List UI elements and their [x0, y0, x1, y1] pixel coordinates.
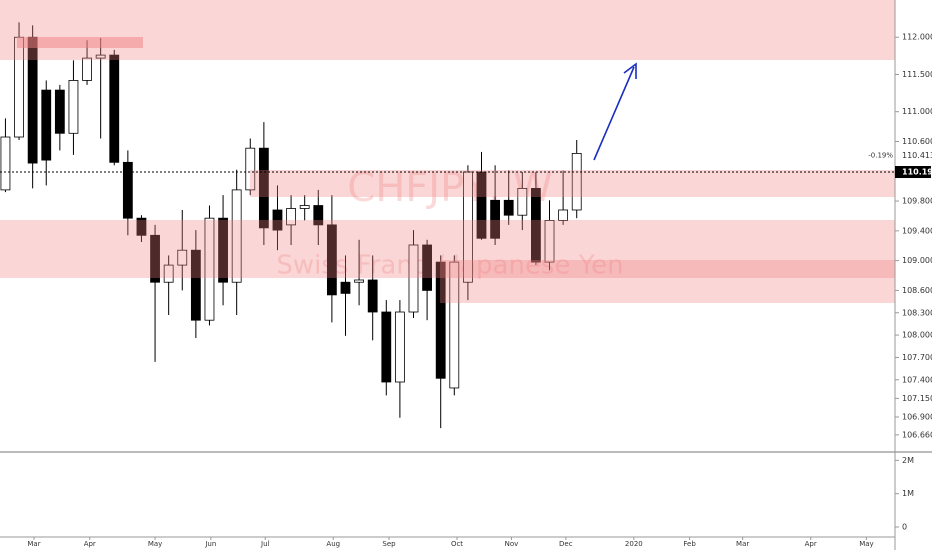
change-label: -0.19% — [868, 151, 893, 159]
candle-body — [95, 54, 106, 59]
candle-body — [163, 264, 174, 283]
candle-body — [435, 261, 446, 379]
candle-body — [408, 244, 419, 313]
candle-body — [517, 187, 528, 216]
x-tick-label: May — [148, 540, 162, 548]
y-tick-label: 107.400 — [902, 375, 932, 384]
marker-price-label: 110.413 — [902, 151, 932, 160]
y-tick-label: 109.400 — [902, 226, 932, 235]
candle-body — [41, 89, 52, 161]
candle-body — [245, 147, 256, 191]
candle-body — [449, 261, 460, 389]
last-price-box — [895, 166, 931, 179]
x-tick-label: Jul — [260, 540, 270, 548]
y-tick-label: 107.700 — [902, 353, 932, 362]
candle-body — [0, 136, 11, 191]
y-tick-label: 108.300 — [902, 308, 932, 317]
candle-body — [136, 217, 147, 236]
x-tick-label: Mar — [736, 540, 749, 548]
zone — [17, 37, 143, 48]
candle-body — [218, 217, 228, 283]
candle-body — [299, 205, 310, 209]
arrow — [593, 66, 635, 161]
candle-body — [204, 217, 215, 321]
x-tick-label: Oct — [451, 540, 463, 548]
x-tick-label: Dec — [559, 540, 573, 548]
volume-tick-label: 0 — [902, 523, 907, 532]
candle-body — [463, 171, 473, 283]
y-tick-label: 109.800 — [902, 197, 932, 206]
volume-tick-label: 2M — [902, 456, 914, 465]
candle-body — [571, 152, 582, 211]
last-price-label: 110.190 — [902, 168, 932, 177]
candle-body — [150, 234, 160, 283]
x-tick-label: Feb — [683, 540, 696, 548]
candle-body — [490, 199, 501, 239]
candle-body — [286, 208, 296, 226]
candle-body — [272, 209, 283, 231]
y-tick-label: 109.000 — [902, 256, 932, 265]
candle-body — [367, 279, 378, 313]
candle-body — [558, 209, 569, 221]
y-tick-label: 106.900 — [902, 413, 932, 422]
candle-body — [354, 279, 364, 283]
x-tick-label: 2020 — [625, 540, 643, 548]
candle-body — [190, 249, 201, 321]
x-tick-label: Nov — [505, 540, 519, 548]
zone — [0, 220, 895, 278]
y-tick-label: 108.600 — [902, 286, 932, 295]
y-tick-label: 112.000 — [902, 33, 932, 42]
candles — [0, 22, 582, 429]
candle-body — [422, 244, 432, 291]
x-tick-label: Apr — [84, 540, 96, 548]
candle-body — [109, 54, 120, 163]
candle-body — [122, 161, 133, 219]
x-tick-label: Mar — [27, 540, 40, 548]
x-tick-label: Apr — [805, 540, 817, 548]
y-tick-label: 110.600 — [902, 137, 932, 146]
x-tick-label: Sep — [382, 540, 396, 548]
candle-body — [258, 147, 269, 229]
x-tick-label: May — [859, 540, 873, 548]
candle-body — [54, 89, 65, 134]
volume-tick-label: 1M — [902, 489, 914, 498]
y-tick-label: 108.000 — [902, 331, 932, 340]
candle-body — [394, 311, 405, 383]
candle-body — [503, 199, 514, 216]
candle-body — [82, 57, 92, 81]
candle-body — [340, 281, 351, 294]
candle-body — [177, 249, 188, 266]
zone — [0, 0, 895, 60]
candle-body — [231, 189, 242, 283]
candle-body — [531, 187, 541, 263]
zone — [250, 170, 895, 197]
candle-body — [381, 311, 392, 383]
y-tick-label: 106.660 — [902, 430, 932, 439]
candle-body — [313, 205, 324, 226]
arrow-head — [623, 62, 637, 79]
y-tick-label: 111.000 — [902, 107, 932, 116]
zone — [440, 260, 895, 278]
y-tick-label: 111.500 — [902, 70, 932, 79]
zones — [0, 0, 895, 303]
zone — [440, 278, 895, 303]
x-tick-label: Jun — [204, 540, 216, 548]
candle-body — [544, 220, 555, 263]
y-tick-label: 107.150 — [902, 394, 932, 403]
x-tick-label: Aug — [326, 540, 340, 548]
candle-body — [68, 80, 79, 134]
candle-body — [326, 224, 337, 296]
